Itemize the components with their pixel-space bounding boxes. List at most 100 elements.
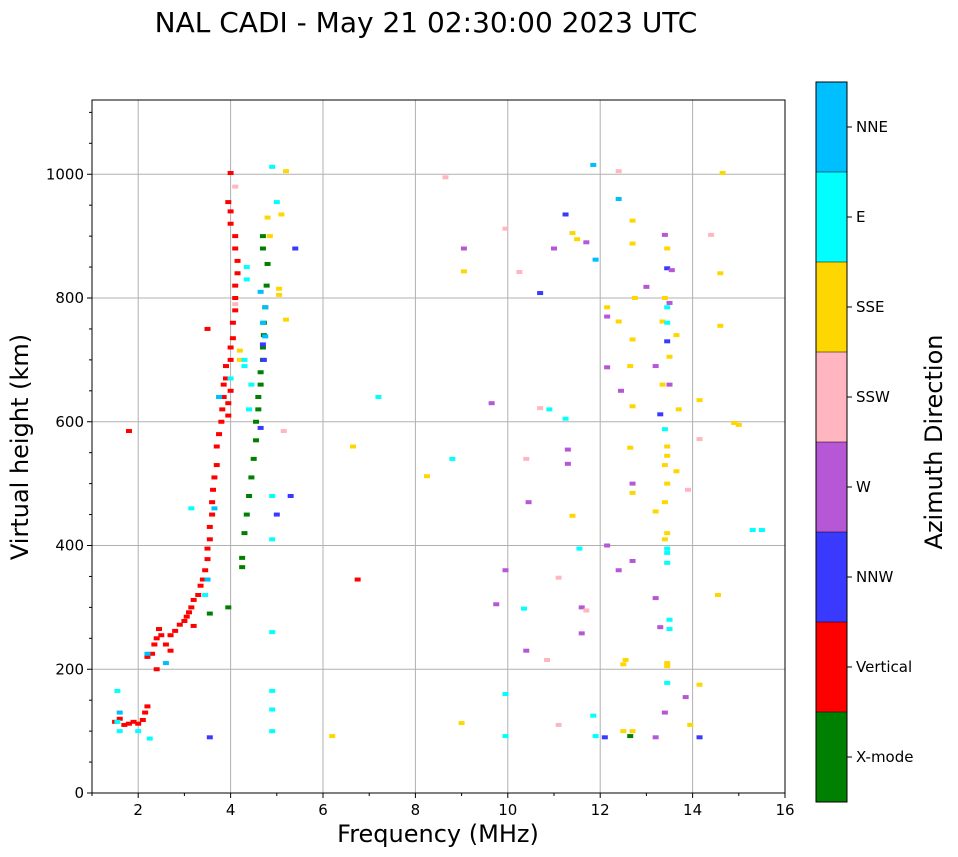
data-point (155, 627, 162, 632)
data-point (209, 512, 216, 517)
data-point (232, 296, 239, 300)
data-point (227, 357, 234, 362)
data-point (241, 531, 248, 536)
data-point (225, 413, 232, 418)
data-point (162, 642, 169, 647)
data-point (664, 320, 671, 325)
data-point (684, 487, 691, 492)
data-point (153, 667, 160, 672)
data-point (232, 283, 239, 288)
data-point (562, 212, 569, 217)
data-point (629, 337, 636, 342)
data-point (243, 512, 250, 517)
data-point (176, 622, 183, 627)
data-point (458, 721, 465, 726)
data-point (717, 271, 724, 276)
data-point (283, 317, 290, 322)
y-tick-label: 200 (55, 660, 84, 678)
data-point (195, 593, 202, 597)
data-point (664, 531, 671, 536)
data-point (227, 345, 234, 350)
data-point (204, 557, 211, 562)
data-point (190, 597, 197, 602)
data-point (544, 657, 551, 662)
data-point (675, 407, 682, 412)
data-point (262, 334, 269, 339)
data-point (652, 596, 659, 601)
data-point (183, 614, 190, 619)
data-point (423, 474, 430, 479)
colorbar-segment (816, 712, 847, 802)
y-tick-label: 400 (55, 537, 84, 555)
plot-frame (92, 100, 785, 793)
data-point (202, 568, 209, 573)
colorbar-tick-label: Vertical (856, 658, 912, 676)
data-point (259, 320, 266, 325)
data-point (615, 319, 622, 324)
data-point (708, 232, 715, 237)
data-point (516, 270, 523, 275)
data-point (283, 169, 290, 174)
data-point (546, 407, 553, 412)
data-point (664, 305, 671, 310)
data-point (263, 283, 270, 288)
data-point (172, 628, 179, 633)
y-tick-label: 1000 (46, 165, 84, 183)
data-point (664, 444, 671, 449)
x-tick-label: 8 (411, 801, 421, 819)
data-point (262, 305, 269, 310)
data-point (225, 605, 232, 610)
x-tick-label: 12 (591, 801, 610, 819)
data-point (631, 296, 638, 300)
series-e (114, 164, 765, 741)
data-point (661, 296, 668, 300)
x-tick-label: 16 (775, 801, 794, 819)
data-point (246, 494, 253, 498)
data-point (354, 577, 361, 582)
data-point (664, 661, 671, 666)
colorbar-segment (816, 172, 847, 262)
data-point (269, 630, 276, 635)
data-point (153, 636, 160, 641)
data-point (216, 432, 223, 437)
data-point (188, 605, 195, 610)
data-point (661, 232, 668, 237)
data-point (234, 271, 241, 276)
data-point (209, 500, 216, 505)
colorbar-tick-label: W (856, 478, 871, 496)
data-point (661, 710, 668, 715)
data-point (601, 735, 608, 740)
data-point (442, 175, 449, 180)
data-point (502, 692, 509, 696)
data-point (664, 266, 671, 271)
data-point (259, 234, 266, 239)
data-point (225, 401, 232, 406)
data-point (583, 240, 590, 245)
colorbar-tick-label: SSW (856, 388, 890, 406)
data-point (350, 444, 357, 449)
data-point (666, 627, 673, 632)
data-point (329, 734, 336, 739)
data-point (204, 326, 211, 331)
data-point (210, 487, 217, 492)
data-point (375, 395, 382, 399)
data-point (241, 357, 248, 362)
data-point (232, 246, 239, 251)
data-point (523, 456, 530, 461)
data-point (142, 710, 149, 715)
data-point (629, 729, 636, 734)
colorbar-tick-label: NNW (856, 568, 893, 586)
data-point (661, 463, 668, 468)
data-point (114, 719, 121, 724)
y-tick-label: 0 (74, 784, 84, 802)
data-point (617, 388, 624, 393)
data-point (696, 398, 703, 403)
data-point (592, 734, 599, 739)
data-point (206, 524, 213, 529)
data-point (236, 348, 243, 353)
data-point (620, 662, 627, 667)
data-point (248, 475, 255, 480)
data-point (643, 284, 650, 289)
data-point (583, 608, 590, 613)
